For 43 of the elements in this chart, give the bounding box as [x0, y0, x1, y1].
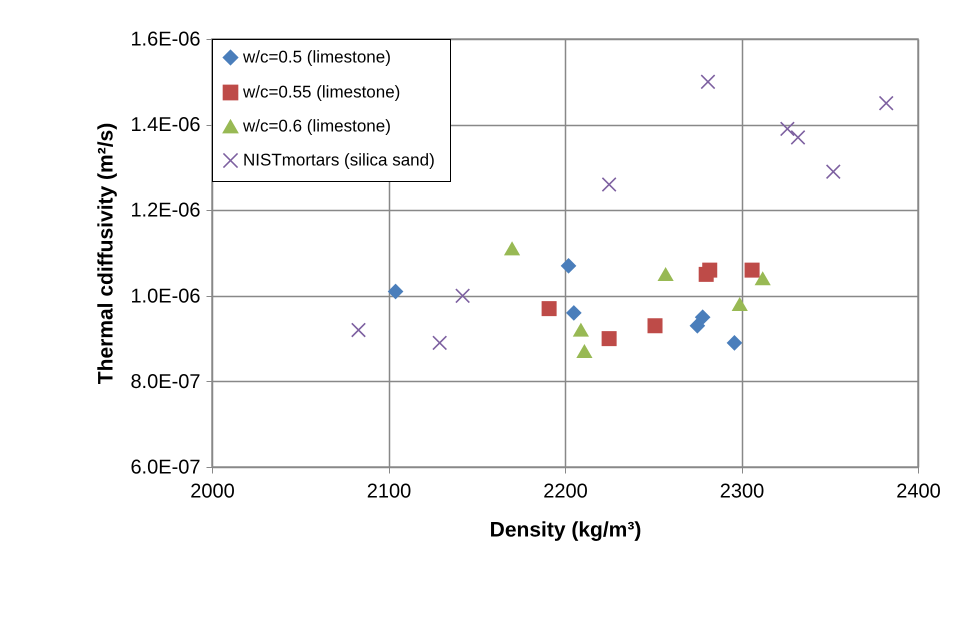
point — [566, 305, 582, 320]
x-tick-label: 2400 — [896, 480, 941, 502]
point — [602, 331, 617, 346]
point — [455, 288, 470, 304]
y-tick-label: 1.6E-06 — [130, 28, 200, 50]
point — [388, 284, 404, 300]
point — [790, 130, 806, 145]
y-tick-label: 1.4E-06 — [130, 114, 200, 136]
y-tick-label: 8.0E-07 — [130, 370, 200, 393]
point — [700, 74, 716, 90]
point — [658, 268, 674, 282]
point — [602, 177, 617, 192]
point — [744, 262, 760, 278]
point — [780, 121, 795, 136]
x-axis-title: Density (kg/m³) — [490, 518, 642, 542]
point — [726, 335, 742, 350]
point — [561, 258, 576, 274]
point — [542, 301, 557, 316]
point — [573, 323, 588, 337]
y-tick-label: 1.0E-06 — [130, 285, 200, 308]
x-tick-label: 2000 — [190, 480, 235, 502]
point — [432, 335, 448, 350]
y-tick-label: 6.0E-07 — [130, 456, 200, 478]
x-tick-label: 2300 — [720, 480, 764, 502]
point — [826, 164, 841, 180]
x-tick-label: 2200 — [543, 480, 588, 502]
point — [504, 242, 520, 256]
point — [648, 318, 663, 334]
point — [576, 344, 592, 358]
legend-label: w/c=0.55 (limestone) — [242, 82, 400, 102]
legend-label: w/c=0.6 (limestone) — [242, 116, 391, 136]
point — [695, 310, 710, 325]
point — [732, 298, 748, 311]
point — [690, 318, 705, 334]
y-axis-title: Thermal cdiffusivity (m²/s) — [94, 122, 118, 384]
x-tick-label: 2100 — [366, 480, 412, 502]
point — [755, 272, 770, 286]
y-tick-label: 1.2E-06 — [130, 200, 200, 222]
point — [702, 262, 718, 278]
legend-label: w/c=0.5 (limestone) — [242, 48, 391, 66]
point — [350, 322, 366, 338]
legend-label: NISTmortars (silica sand) — [243, 150, 435, 170]
point — [878, 96, 894, 111]
